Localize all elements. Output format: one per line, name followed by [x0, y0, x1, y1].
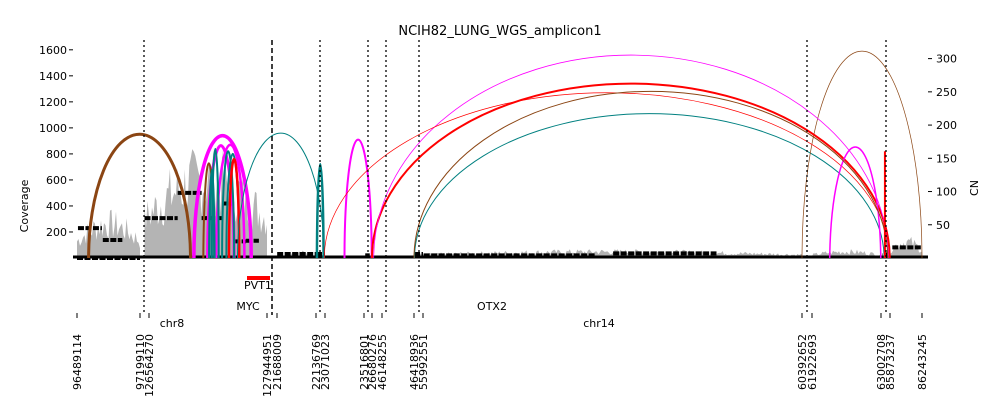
- y-tick-label: 1200: [39, 96, 67, 109]
- sv-arc: [315, 162, 325, 259]
- gene-label-otx2: OTX2: [477, 300, 507, 313]
- sv-arc: [373, 54, 889, 259]
- y2-tick-label: 100: [936, 186, 957, 199]
- gene-label-myc: MYC: [236, 300, 260, 313]
- coverage-area: [890, 236, 922, 258]
- right-axis: 50 100 150 200 250 300: [928, 53, 957, 232]
- y2-tick-label: 150: [936, 152, 957, 165]
- sv-arc: [192, 133, 253, 259]
- sv-arc: [801, 50, 923, 259]
- sv-arc: [87, 132, 192, 259]
- y-tick-label: 200: [46, 226, 67, 239]
- position-tick-label: 22136769: [310, 334, 323, 390]
- y-tick-label: 1400: [39, 70, 67, 83]
- y2-tick-label: 250: [936, 86, 957, 99]
- position-tick-label: 46418936: [408, 334, 421, 390]
- position-tick-label: 126564270: [143, 334, 156, 397]
- position-tick-label: 127944951: [261, 334, 274, 397]
- y2-tick-label: 200: [936, 119, 957, 132]
- breakpoint-lines: [143, 40, 887, 315]
- position-tick-label: 63002708: [875, 334, 888, 390]
- coverage-area: [77, 209, 140, 258]
- chrom-label-chr14: chr14: [583, 317, 615, 330]
- y-tick-label: 400: [46, 200, 67, 213]
- sv-arc: [208, 168, 216, 259]
- gene-bar-pvt1: [247, 276, 270, 280]
- sv-arc: [227, 157, 241, 259]
- position-tick-label: 23071023: [319, 334, 332, 390]
- sv-arc: [413, 90, 889, 259]
- y2-tick-label: 300: [936, 53, 957, 66]
- gene-label-pvt1: PVT1: [244, 279, 272, 292]
- sv-arc: [414, 113, 885, 259]
- sv-arc: [237, 132, 325, 259]
- sv-arc: [323, 92, 890, 259]
- sv-arc: [828, 146, 882, 259]
- chart-title: NCIH82_LUNG_WGS_amplicon1: [398, 24, 601, 39]
- position-tick-label: 61922693: [806, 334, 819, 390]
- coverage-area: [144, 147, 267, 258]
- position-tick-label: 46148255: [376, 334, 389, 390]
- left-axis: 200 400 600 800 1000 1200 1400 1600: [39, 44, 73, 239]
- chrom-label-chr8: chr8: [160, 317, 185, 330]
- y2-tick-label: 50: [936, 219, 950, 232]
- position-tick-label: 85873237: [884, 334, 897, 390]
- y-tick-label: 800: [46, 148, 67, 161]
- position-tick-label: 86243245: [916, 334, 929, 390]
- y-tick-label: 600: [46, 174, 67, 187]
- y-tick-label: 1000: [39, 122, 67, 135]
- sv-arc: [221, 150, 236, 259]
- y-tick-label: 1600: [39, 44, 67, 57]
- sv-arc: [343, 138, 373, 259]
- sv-arc: [210, 147, 220, 259]
- position-tick-label: 26680276: [366, 334, 379, 390]
- y2-axis-label: CN: [968, 180, 981, 196]
- position-tick-label: 97199110: [134, 334, 147, 390]
- gene-track: PVT1 MYC OTX2: [236, 276, 507, 313]
- position-tick-label: 96489114: [71, 334, 84, 390]
- y-axis-label: Coverage: [18, 179, 31, 232]
- position-tick-label: 55992551: [417, 334, 430, 390]
- position-tick-label: 21688009: [271, 334, 284, 390]
- position-tick-label: 60392652: [796, 334, 809, 390]
- position-tick-label: 23516801: [358, 334, 371, 390]
- sv-arcs: [87, 50, 923, 259]
- sv-arc: [371, 82, 891, 259]
